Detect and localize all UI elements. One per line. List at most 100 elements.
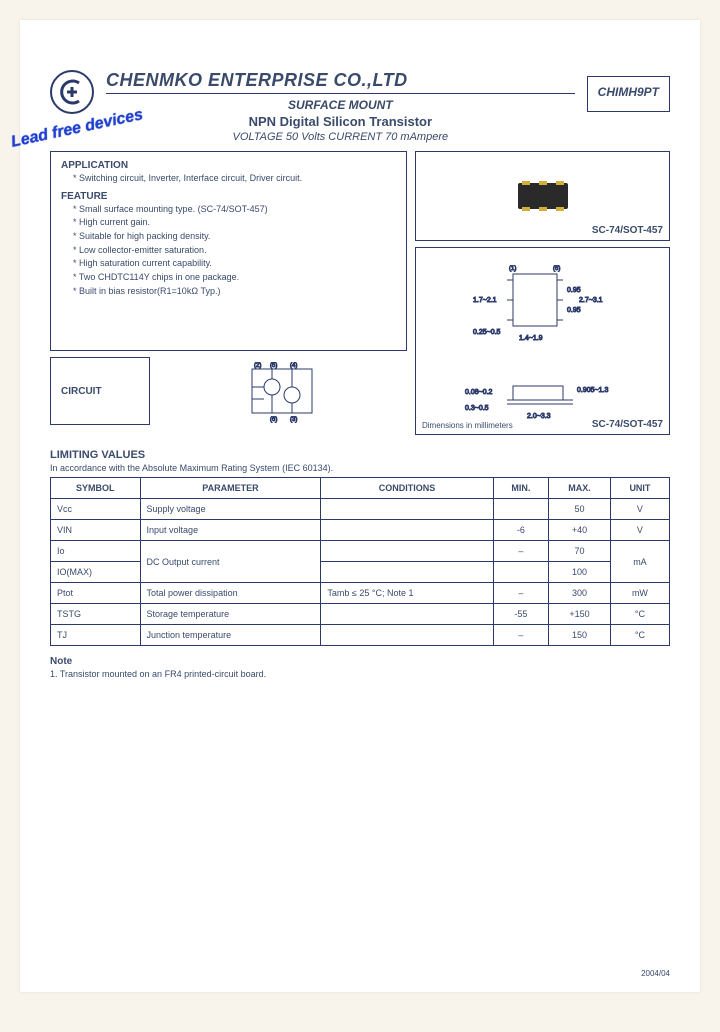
table-cell: Vcc — [51, 499, 141, 520]
svg-text:0.95: 0.95 — [567, 287, 581, 294]
list-item: Built in bias resistor(R1=10kΩ Typ.) — [73, 286, 396, 298]
circuit-row: CIRCUIT (2) — [50, 357, 407, 425]
table-row: TJJunction temperature–150°C — [51, 625, 670, 646]
chip-icon — [518, 183, 568, 209]
part-number-box: CHIMH9PT — [587, 76, 670, 112]
svg-text:(6): (6) — [270, 417, 277, 423]
package-label-1: SC-74/SOT-457 — [592, 225, 663, 236]
table-header-cell: PARAMETER — [140, 478, 321, 499]
table-cell: +40 — [549, 520, 611, 541]
table-cell: -6 — [493, 520, 549, 541]
table-header-cell: MIN. — [493, 478, 549, 499]
table-row: VINInput voltage -6+40V — [51, 520, 670, 541]
svg-text:(5): (5) — [270, 363, 277, 369]
table-header-cell: MAX. — [549, 478, 611, 499]
table-cell: Io — [51, 541, 141, 562]
document-date: 2004/04 — [641, 969, 670, 978]
table-header-cell: UNIT — [610, 478, 669, 499]
table-cell: 300 — [549, 583, 611, 604]
table-cell: Input voltage — [140, 520, 321, 541]
table-header-row: SYMBOLPARAMETERCONDITIONSMIN.MAX.UNIT — [51, 478, 670, 499]
content-columns: APPLICATION Switching circuit, Inverter,… — [50, 151, 670, 435]
application-list: Switching circuit, Inverter, Interface c… — [61, 173, 396, 185]
table-cell: – — [493, 583, 549, 604]
svg-text:0.905~1.3: 0.905~1.3 — [577, 387, 608, 394]
circuit-label: CIRCUIT — [50, 357, 150, 425]
svg-text:0.95: 0.95 — [567, 307, 581, 314]
header: CHENMKO ENTERPRISE CO.,LTD SURFACE MOUNT… — [50, 70, 670, 143]
table-row: TSTGStorage temperature-55+150°C — [51, 604, 670, 625]
table-cell: -55 — [493, 604, 549, 625]
circuit-diagram: (2) (5) (4) (6) (3) — [156, 357, 407, 425]
table-cell: Storage temperature — [140, 604, 321, 625]
table-cell — [493, 499, 549, 520]
svg-text:(2): (2) — [254, 363, 261, 369]
table-cell — [321, 562, 493, 583]
dimension-drawing-box: 1.7~2.1 0.95 0.95 2.7~3.1 0.25~0.5 1.4~1… — [415, 247, 670, 435]
svg-text:1.7~2.1: 1.7~2.1 — [473, 297, 497, 304]
table-cell: – — [493, 625, 549, 646]
datasheet-page: Lead free devices CHENMKO ENTERPRISE CO.… — [20, 20, 700, 992]
svg-text:2.0~3.3: 2.0~3.3 — [527, 413, 551, 420]
application-feature-box: APPLICATION Switching circuit, Inverter,… — [50, 151, 407, 351]
subtitle-rating: VOLTAGE 50 Volts CURRENT 70 mAmpere — [106, 131, 575, 143]
table-cell: +150 — [549, 604, 611, 625]
feature-list: Small surface mounting type. (SC-74/SOT-… — [61, 204, 396, 298]
subtitle-product: NPN Digital Silicon Transistor — [106, 114, 575, 129]
svg-text:1.4~1.9: 1.4~1.9 — [519, 335, 543, 342]
table-header-cell: CONDITIONS — [321, 478, 493, 499]
limits-subtitle: In accordance with the Absolute Maximum … — [50, 463, 670, 473]
table-cell — [321, 541, 493, 562]
right-column: SC-74/SOT-457 1.7~2.1 0.95 0.95 2.7~3.1 — [415, 151, 670, 435]
note-body: 1. Transistor mounted on an FR4 printed-… — [50, 669, 670, 679]
table-cell: mA — [610, 541, 669, 583]
svg-text:0.3~0.5: 0.3~0.5 — [465, 405, 489, 412]
svg-text:2.7~3.1: 2.7~3.1 — [579, 297, 603, 304]
table-row: PtotTotal power dissipationTamb ≤ 25 °C;… — [51, 583, 670, 604]
table-cell: °C — [610, 625, 669, 646]
table-cell — [321, 604, 493, 625]
limits-title: LIMITING VALUES — [50, 449, 670, 461]
left-column: APPLICATION Switching circuit, Inverter,… — [50, 151, 407, 435]
company-logo — [50, 70, 94, 114]
title-block: CHENMKO ENTERPRISE CO.,LTD SURFACE MOUNT… — [106, 70, 575, 143]
table-header-cell: SYMBOL — [51, 478, 141, 499]
svg-text:(6): (6) — [553, 266, 560, 272]
table-cell: TJ — [51, 625, 141, 646]
subtitle-mount: SURFACE MOUNT — [106, 98, 575, 112]
table-cell: TSTG — [51, 604, 141, 625]
dimension-drawing: 1.7~2.1 0.95 0.95 2.7~3.1 0.25~0.5 1.4~1… — [416, 248, 669, 434]
company-name: CHENMKO ENTERPRISE CO.,LTD — [106, 70, 575, 94]
list-item: Small surface mounting type. (SC-74/SOT-… — [73, 204, 396, 216]
table-cell: 100 — [549, 562, 611, 583]
table-cell: Supply voltage — [140, 499, 321, 520]
application-title: APPLICATION — [61, 160, 396, 171]
table-cell: 70 — [549, 541, 611, 562]
list-item: Low collector-emitter saturation. — [73, 245, 396, 257]
table-cell: mW — [610, 583, 669, 604]
svg-text:(4): (4) — [290, 363, 297, 369]
list-item: Two CHDTC114Y chips in one package. — [73, 272, 396, 284]
package-label-2: SC-74/SOT-457 — [592, 419, 663, 430]
table-cell: VIN — [51, 520, 141, 541]
table-cell — [493, 562, 549, 583]
table-cell: – — [493, 541, 549, 562]
table-cell: 50 — [549, 499, 611, 520]
list-item: High saturation current capability. — [73, 258, 396, 270]
table-row: IoDC Output current–70mA — [51, 541, 670, 562]
table-cell: DC Output current — [140, 541, 321, 583]
table-cell — [321, 520, 493, 541]
svg-text:0.08~0.2: 0.08~0.2 — [465, 389, 493, 396]
table-cell: V — [610, 520, 669, 541]
svg-text:(3): (3) — [290, 417, 297, 423]
svg-text:(1): (1) — [509, 266, 516, 272]
list-item: Switching circuit, Inverter, Interface c… — [73, 173, 396, 185]
svg-text:0.25~0.5: 0.25~0.5 — [473, 329, 501, 336]
table-cell: 150 — [549, 625, 611, 646]
limits-table: SYMBOLPARAMETERCONDITIONSMIN.MAX.UNIT Vc… — [50, 477, 670, 646]
list-item: Suitable for high packing density. — [73, 231, 396, 243]
dimension-note: Dimensions in millimeters — [422, 421, 513, 430]
table-cell: V — [610, 499, 669, 520]
note-title: Note — [50, 656, 670, 667]
table-cell: Ptot — [51, 583, 141, 604]
